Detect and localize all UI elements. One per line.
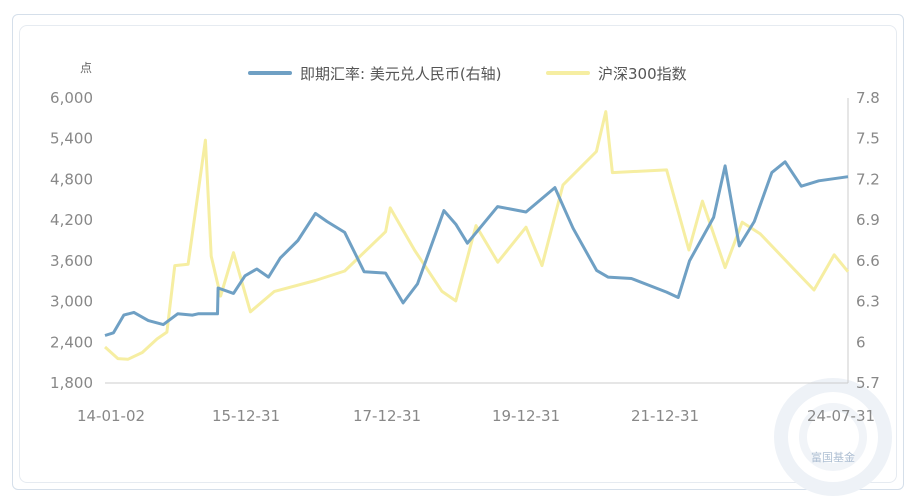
x-tick-label: 14-01-02 (77, 407, 145, 425)
left-axis-ticks: 1,800 2,400 3,000 3,600 4,200 4,800 5,400 6,000 (50, 89, 93, 392)
x-tick-label: 15-12-31 (212, 407, 280, 425)
left-tick-label: 4,200 (50, 211, 93, 229)
x-tick-label: 24-07-31 (807, 407, 875, 425)
x-axis-ticks: 14-01-02 15-12-31 17-12-31 19-12-31 21-12-31… (77, 407, 875, 425)
chart-card-outer (12, 14, 904, 490)
right-tick-label: 7.5 (856, 130, 880, 148)
left-tick-label: 3,000 (50, 293, 93, 311)
legend-item-usdcny[interactable]: 即期汇率: 美元兑人民币(右轴) (248, 65, 502, 83)
left-tick-label: 4,800 (50, 170, 93, 188)
right-tick-label: 6.9 (856, 211, 880, 229)
right-tick-label: 6.6 (856, 252, 880, 270)
series-line-csi300 (103, 110, 850, 361)
watermark-text: 富国基金 (811, 450, 855, 464)
chart-card-inner (19, 25, 897, 483)
legend-item-csi300[interactable]: 沪深300指数 (546, 65, 687, 83)
left-tick-label: 3,600 (50, 252, 93, 270)
x-tick-label: 19-12-31 (492, 407, 560, 425)
x-tick-label: 21-12-31 (631, 407, 699, 425)
left-tick-label: 2,400 (50, 333, 93, 351)
legend-label-usdcny: 即期汇率: 美元兑人民币(右轴) (300, 65, 502, 83)
right-tick-label: 7.8 (856, 89, 880, 107)
right-axis-ticks: 5.7 6 6.3 6.6 6.9 7.2 7.5 7.8 (856, 89, 880, 392)
watermark-logo: 富国基金 (774, 378, 892, 496)
right-tick-label: 7.2 (856, 170, 880, 188)
right-tick-label: 6 (856, 333, 866, 351)
series-line-usdcny (104, 160, 849, 337)
legend: 即期汇率: 美元兑人民币(右轴) 沪深300指数 (248, 65, 687, 83)
right-tick-label: 5.7 (856, 374, 880, 392)
left-tick-label: 6,000 (50, 89, 93, 107)
x-tick-label: 17-12-31 (353, 407, 421, 425)
left-tick-label: 5,400 (50, 130, 93, 148)
left-axis-unit: 点 (80, 61, 92, 75)
left-tick-label: 1,800 (50, 374, 93, 392)
legend-label-csi300: 沪深300指数 (598, 65, 687, 83)
right-tick-label: 6.3 (856, 293, 880, 311)
